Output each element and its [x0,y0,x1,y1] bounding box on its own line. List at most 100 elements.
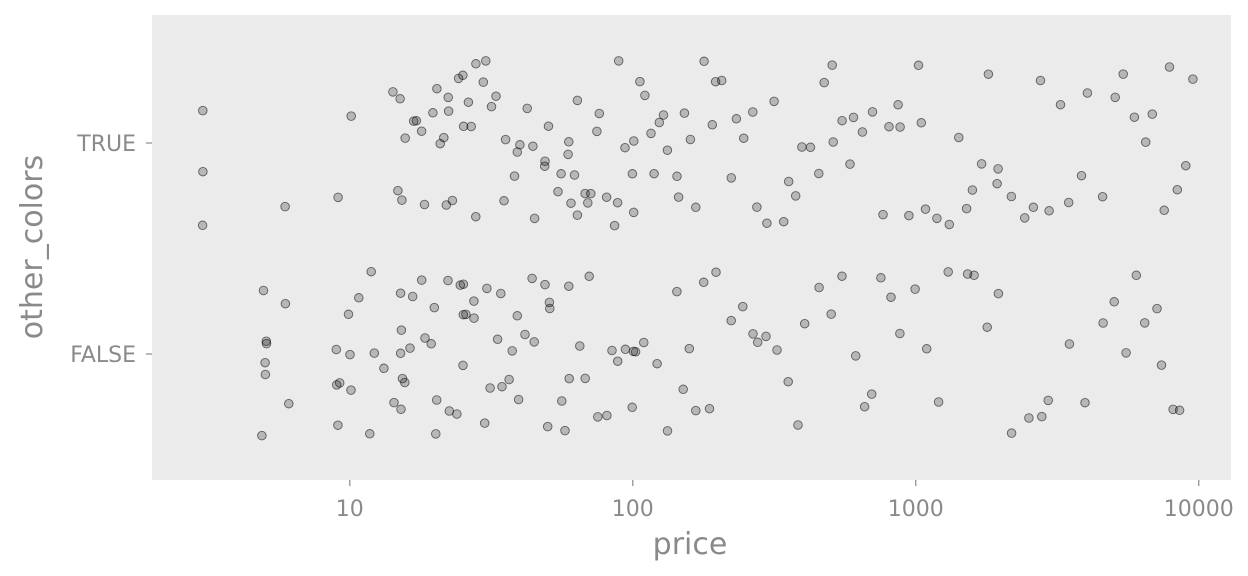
data-point [572,95,583,106]
data-point [691,405,701,416]
data-point [672,171,682,182]
data-point [698,277,709,288]
data-point [280,201,290,212]
data-point [662,145,673,155]
data-point [993,164,1003,174]
data-point [593,412,603,422]
data-point [848,112,859,123]
data-point [431,395,442,405]
data-point [543,121,554,131]
data-point [1006,191,1017,202]
data-point [557,396,567,406]
data-point [280,298,291,309]
data-point [814,168,824,179]
data-point [1028,202,1039,213]
data-point [529,337,539,347]
y-tick-label: TRUE [76,132,136,157]
data-point [393,185,403,196]
data-point [1055,99,1066,110]
data-point [1152,303,1162,314]
data-point [261,338,272,349]
data-point [685,134,696,145]
data-point [1147,109,1158,119]
data-point [469,296,479,306]
data-point [1044,206,1054,216]
data-point [976,159,987,169]
data-point [769,96,779,107]
data-point [752,202,762,212]
data-point [711,267,721,277]
data-point [684,343,695,354]
data-point [635,76,645,87]
data-point [1080,397,1090,408]
data-point [1098,318,1108,328]
data-point [910,284,920,294]
data-point [628,207,639,218]
data-point [540,156,550,166]
data-point [1118,69,1128,79]
data-point [564,373,574,384]
data-point [895,122,905,132]
data-point [944,219,955,230]
data-point [867,107,878,117]
data-point [1129,112,1140,122]
data-point [762,218,772,228]
data-point [1188,74,1198,84]
data-point [426,339,436,349]
data-point [261,336,272,346]
data-point [556,169,566,179]
data-point [748,107,758,117]
data-point [405,343,415,353]
data-point [895,328,905,339]
data-point [447,195,458,206]
data-point [471,211,481,222]
data-point [1181,160,1191,171]
data-point [499,196,509,206]
data-point [819,77,829,88]
data-point [575,341,585,351]
data-point [408,116,419,126]
data-point [992,178,1002,189]
data-point [969,270,979,281]
data-point [814,282,824,293]
data-point [416,275,427,285]
data-point [658,110,669,120]
data-point [478,77,489,87]
data-point [783,376,793,387]
data-point [612,356,623,366]
data-point [716,75,727,86]
data-point [1159,205,1169,216]
data-point [512,311,523,321]
data-point [1064,339,1075,349]
data-point [486,101,497,112]
plot-panel [152,15,1231,480]
data-point [198,166,208,177]
data-point [920,204,931,214]
x-tick-label: 100 [612,497,654,522]
data-point [366,266,376,277]
data-point [388,87,398,97]
data-point [790,191,801,201]
data-point [333,420,343,430]
data-point [913,60,924,71]
data-point [1082,88,1093,98]
data-point [197,220,208,231]
data-point [629,136,639,146]
data-point [866,389,877,399]
data-point [662,426,673,436]
data-point [396,404,406,415]
data-point [528,141,538,151]
data-point [933,397,944,407]
data-point [333,192,343,203]
data-point [857,127,868,137]
data-point [982,322,992,332]
data-point [1156,360,1167,370]
data-point [431,429,441,439]
data-point [850,351,861,361]
data-point [602,410,612,421]
data-point [649,168,659,179]
data-point [443,92,453,103]
data-point [439,132,449,143]
data-point [761,331,771,342]
data-point [1043,395,1053,406]
